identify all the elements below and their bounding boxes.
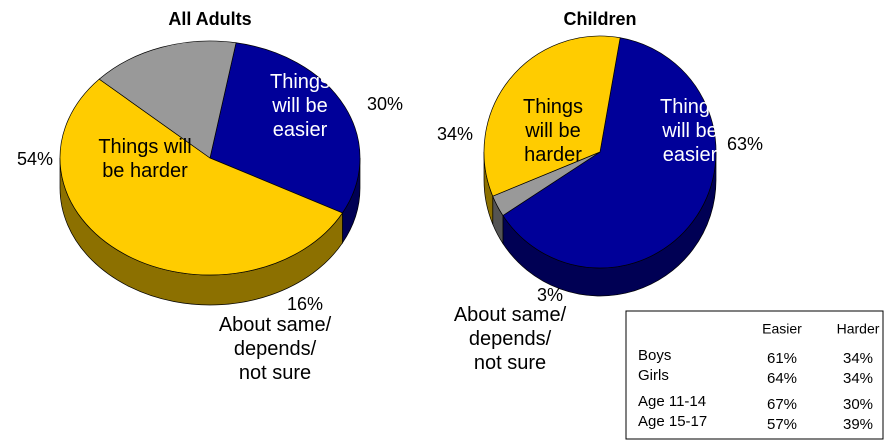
- value-label: 34%: [437, 124, 473, 144]
- value-label: 16%: [287, 294, 323, 314]
- slice-label: Things will be harder: [98, 136, 191, 182]
- slice-label: Things will be easier: [270, 71, 330, 141]
- table-row-label: Age 11-14: [638, 393, 706, 410]
- slice-label-line: be harder: [102, 160, 188, 182]
- table-cell: 61%: [767, 350, 797, 367]
- slice-label-line: Things: [660, 96, 720, 118]
- value-label: 54%: [17, 149, 53, 169]
- slice-label-line: Things will: [98, 136, 191, 158]
- table-header: Easier: [762, 321, 802, 337]
- value-label: 63%: [727, 134, 763, 154]
- slice: [59, 78, 343, 276]
- table-cell: 34%: [843, 370, 873, 387]
- slice-label-line: About same/: [454, 304, 567, 326]
- slice-label-line: Things: [270, 71, 330, 93]
- slice-label-line: Things: [523, 96, 583, 118]
- slice-label-line: will be: [271, 95, 328, 117]
- slice-label: Things will be easier: [660, 96, 720, 166]
- table-cell: 67%: [767, 396, 797, 413]
- slice-label-line: will be: [661, 120, 718, 142]
- slice-label-line: harder: [524, 144, 582, 166]
- slice: [483, 35, 621, 197]
- slice-label-line: easier: [273, 119, 328, 141]
- slice-label-line: will be: [524, 120, 581, 142]
- slice-label: About same/depends/not sure: [219, 314, 332, 384]
- table-cell: 57%: [767, 416, 797, 433]
- slice: [209, 42, 361, 214]
- slice-label-line: not sure: [474, 352, 546, 374]
- slice-label-line: depends/: [234, 338, 317, 360]
- value-label: 3%: [537, 285, 563, 305]
- chart-title: Children: [563, 9, 636, 29]
- table-cell: 39%: [843, 416, 873, 433]
- slice-label-line: depends/: [469, 328, 552, 350]
- slice-label: About same/depends/not sure: [454, 304, 567, 374]
- slice: [502, 37, 717, 269]
- table-cell: 30%: [843, 396, 873, 413]
- chart-title: All Adults: [168, 9, 251, 29]
- slice-label: Things will be harder: [523, 96, 583, 166]
- slice: [98, 40, 237, 159]
- slice-label-line: easier: [663, 144, 718, 166]
- table-row-label: Girls: [638, 367, 669, 384]
- table-header: Harder: [837, 321, 880, 337]
- table-row-label: Age 15-17: [638, 413, 707, 430]
- slice-label-line: About same/: [219, 314, 332, 336]
- table-cell: 34%: [843, 350, 873, 367]
- table-cell: 64%: [767, 370, 797, 387]
- table-box: [625, 310, 884, 440]
- table-row-label: Boys: [638, 347, 671, 364]
- slice-label-line: not sure: [239, 362, 311, 384]
- value-label: 30%: [367, 94, 403, 114]
